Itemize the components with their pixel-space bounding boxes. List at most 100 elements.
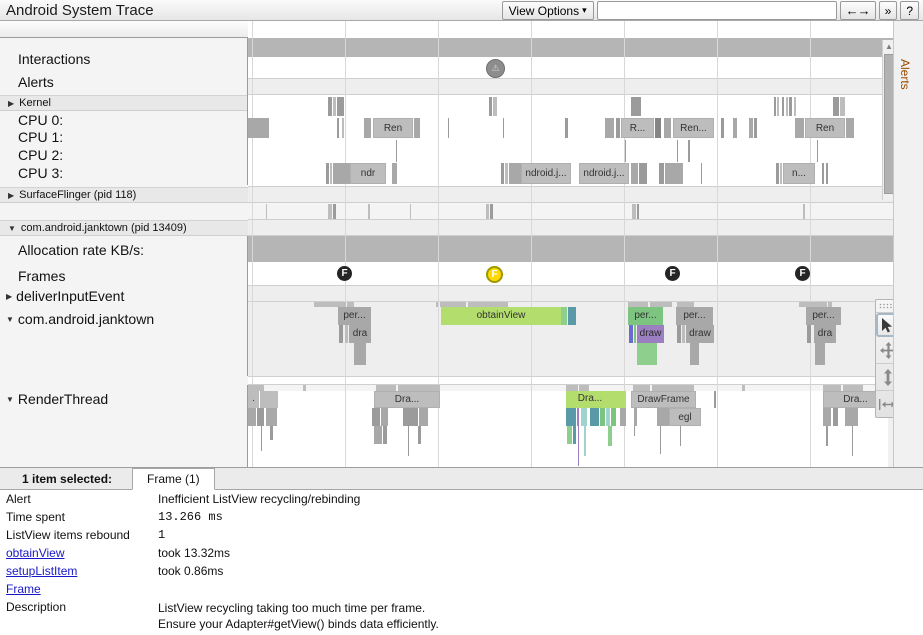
sf-slice[interactable] bbox=[410, 204, 411, 219]
ui-slice[interactable] bbox=[314, 302, 346, 307]
track-label-cpu0[interactable]: CPU 0: bbox=[0, 109, 63, 130]
cpu-slice[interactable] bbox=[328, 97, 332, 116]
frames-track-band[interactable] bbox=[248, 262, 893, 286]
alerts-side-tab[interactable]: Alerts bbox=[898, 59, 912, 90]
cpu-slice-ren2[interactable]: Ren... bbox=[673, 118, 714, 138]
rt-slice[interactable] bbox=[257, 408, 264, 426]
ui-slice[interactable] bbox=[815, 343, 825, 365]
rt-slice[interactable] bbox=[845, 408, 858, 426]
ui-slice-dra[interactable]: dra bbox=[349, 325, 371, 343]
rt-slice[interactable] bbox=[652, 385, 694, 391]
surfaceflinger-group-band[interactable] bbox=[248, 187, 893, 203]
rt-slice[interactable] bbox=[581, 408, 587, 426]
timeline-grid[interactable]: ⚠ Ren bbox=[248, 21, 893, 467]
sf-slice[interactable] bbox=[333, 204, 336, 219]
ui-slice[interactable] bbox=[634, 325, 636, 343]
ui-slice[interactable] bbox=[436, 302, 438, 307]
rt-slice[interactable] bbox=[374, 426, 382, 444]
sf-slice[interactable] bbox=[368, 204, 370, 219]
cpu-slice[interactable] bbox=[503, 118, 504, 138]
rt-slice[interactable] bbox=[403, 408, 418, 426]
navigate-arrows-button[interactable]: ←→ bbox=[839, 1, 876, 20]
sf-slice[interactable] bbox=[490, 204, 493, 219]
sf-slice[interactable] bbox=[266, 204, 267, 219]
cpu-slice[interactable] bbox=[826, 163, 828, 184]
ui-slice-draw[interactable]: draw bbox=[637, 325, 664, 343]
rt-slice[interactable] bbox=[611, 408, 616, 426]
scroll-up-arrow-icon[interactable]: ▲ bbox=[885, 42, 893, 51]
ui-slice[interactable] bbox=[440, 302, 466, 307]
rt-slice[interactable] bbox=[376, 385, 396, 391]
cpu-slice[interactable] bbox=[817, 140, 818, 162]
rt-slice[interactable] bbox=[833, 408, 838, 426]
rt-slice[interactable] bbox=[843, 385, 863, 391]
cpu-slice[interactable] bbox=[248, 118, 269, 138]
ui-slice[interactable] bbox=[682, 325, 685, 343]
cpu-slice[interactable] bbox=[337, 118, 339, 138]
cpu-slice[interactable] bbox=[489, 97, 492, 116]
cpu-slice[interactable] bbox=[780, 163, 782, 184]
rt-slice[interactable] bbox=[633, 385, 650, 391]
cpu-slice[interactable] bbox=[509, 163, 521, 184]
cpu-slice[interactable] bbox=[337, 97, 344, 116]
ui-slice-draw2[interactable]: draw bbox=[686, 325, 714, 343]
rt-slice[interactable] bbox=[419, 408, 428, 426]
ui-slice[interactable] bbox=[650, 302, 672, 307]
rt-slice-drawframe-selected[interactable]: Dra... bbox=[566, 391, 614, 408]
group-header-surfaceflinger[interactable]: ▶ SurfaceFlinger (pid 118) bbox=[0, 187, 248, 203]
rt-slice[interactable] bbox=[270, 426, 273, 440]
ui-slice[interactable] bbox=[637, 343, 657, 365]
cpu-slice[interactable] bbox=[330, 163, 332, 184]
rt-slice-drawframe2[interactable]: DrawFrame bbox=[631, 391, 696, 408]
rt-slice-dra[interactable]: . bbox=[248, 391, 259, 408]
cpu-slice[interactable] bbox=[448, 118, 449, 138]
row-key-link[interactable]: obtainView bbox=[0, 546, 158, 560]
rt-slice-drawframe1[interactable]: Dra... bbox=[374, 391, 440, 408]
cpu-slice-ren3[interactable]: Ren bbox=[805, 118, 845, 138]
cpu-slice[interactable] bbox=[392, 163, 397, 184]
cpu-slice[interactable] bbox=[333, 97, 336, 116]
rt-slice[interactable] bbox=[742, 385, 745, 391]
cpu-slice[interactable] bbox=[754, 118, 757, 138]
vertical-zoom-tool-button[interactable] bbox=[876, 364, 900, 391]
rt-slice[interactable] bbox=[578, 426, 579, 466]
view-options-button[interactable]: View Options ▾ bbox=[501, 1, 594, 20]
cpu-slice-n[interactable]: n... bbox=[783, 163, 815, 184]
ui-slice-per4[interactable]: per... bbox=[806, 307, 841, 325]
ui-slice[interactable] bbox=[690, 343, 699, 365]
rt-slice[interactable] bbox=[590, 408, 599, 426]
ui-slice[interactable] bbox=[677, 302, 694, 307]
rt-slice[interactable] bbox=[398, 385, 440, 391]
frame-marker[interactable]: F bbox=[795, 266, 810, 281]
ui-slice[interactable] bbox=[354, 343, 366, 365]
rt-slice[interactable] bbox=[608, 426, 612, 446]
rt-slice[interactable] bbox=[600, 408, 605, 426]
track-label-frames[interactable]: Frames bbox=[0, 265, 65, 287]
rt-slice[interactable] bbox=[566, 408, 576, 426]
track-label-cpu2[interactable]: CPU 2: bbox=[0, 144, 63, 165]
allocation-rate-band[interactable] bbox=[248, 236, 893, 262]
janktown-group-band[interactable] bbox=[248, 220, 893, 236]
frame-link[interactable]: Frame bbox=[6, 582, 41, 596]
ui-slice-dra2[interactable]: dra bbox=[814, 325, 836, 343]
search-input[interactable] bbox=[596, 1, 837, 20]
cpu-slice-ndr[interactable]: ndr bbox=[350, 163, 386, 184]
setuplistitem-link[interactable]: setupListItem bbox=[6, 564, 78, 578]
rt-slice[interactable] bbox=[823, 408, 831, 426]
ui-slice[interactable] bbox=[568, 307, 576, 325]
rt-slice[interactable] bbox=[606, 408, 610, 426]
cpu-slice[interactable] bbox=[840, 97, 845, 116]
rt-slice[interactable] bbox=[260, 391, 278, 408]
cpu-slice[interactable] bbox=[701, 163, 702, 184]
rt-slice[interactable] bbox=[714, 391, 716, 408]
cpu-slice[interactable] bbox=[493, 97, 497, 116]
cpu-slice[interactable] bbox=[655, 118, 661, 138]
ui-slice[interactable] bbox=[468, 302, 508, 307]
rt-slice[interactable] bbox=[266, 408, 277, 426]
rt-slice[interactable] bbox=[248, 408, 256, 426]
track-label-cpu1[interactable]: CPU 1: bbox=[0, 126, 63, 147]
rt-slice[interactable] bbox=[566, 385, 578, 391]
cpu-slice[interactable] bbox=[565, 118, 568, 138]
cpu-slice[interactable] bbox=[659, 163, 664, 184]
tab-frame[interactable]: Frame (1) bbox=[132, 468, 215, 490]
